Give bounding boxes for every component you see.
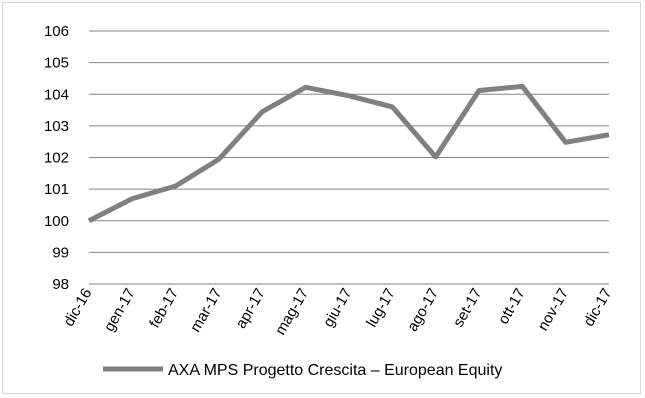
series-layer (87, 83, 610, 223)
x-tick-label: mar-17 (187, 286, 225, 336)
y-tick-label: 101 (44, 181, 69, 198)
gridlines (89, 30, 609, 285)
y-tick-label: 106 (44, 23, 69, 40)
y-tick-label: 99 (52, 244, 69, 261)
series-line (87, 83, 610, 223)
chart-frame (2, 2, 641, 394)
x-tick-label: feb-17 (146, 286, 182, 331)
x-tick-label: mag-17 (272, 286, 312, 339)
y-axis: 98 99 100 101 102 103 104 105 106 (44, 23, 69, 293)
x-tick-label: apr-17 (232, 286, 268, 332)
x-tick-label: ott-17 (495, 286, 529, 328)
x-tick-label: ago-17 (404, 286, 442, 335)
legend-label: AXA MPS Progetto Crescita – European Equ… (168, 362, 502, 379)
y-tick-label: 102 (44, 150, 69, 167)
x-tick-label: gen-17 (101, 286, 139, 335)
x-tick-label: nov-17 (534, 286, 572, 334)
legend: AXA MPS Progetto Crescita – European Equ… (103, 362, 502, 379)
x-tick-label: dic-17 (580, 286, 615, 330)
y-tick-label: 103 (44, 118, 69, 135)
x-tick-label: lug-17 (363, 286, 399, 331)
y-tick-label: 98 (52, 276, 69, 293)
y-tick-label: 104 (44, 86, 69, 103)
x-tick-label: set-17 (450, 286, 486, 331)
x-tick-label: giu-17 (320, 286, 356, 331)
y-tick-label: 105 (44, 55, 69, 72)
y-tick-label: 100 (44, 213, 69, 230)
x-axis: dic-16 gen-17 feb-17 mar-17 apr-17 mag-17 giu-… (60, 286, 615, 339)
